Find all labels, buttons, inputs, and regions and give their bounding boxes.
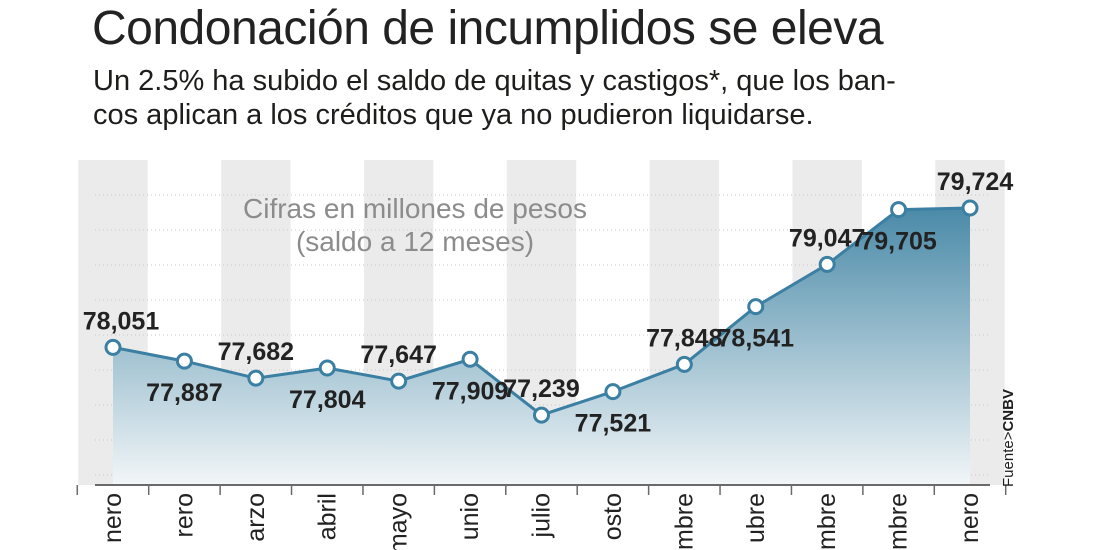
data-label: 79,705 — [860, 228, 937, 256]
source-note: Fuente>CNBV — [1000, 389, 1017, 487]
chart-subtitle: Un 2.5% ha subido el saldo de quitas y c… — [93, 64, 993, 132]
x-axis-labels: nero rero arzo abril mayo unio julio osto mbre ub… — [99, 493, 984, 550]
data-marker — [604, 383, 622, 401]
data-marker — [175, 352, 193, 370]
x-tick-label: mbre — [813, 493, 841, 550]
x-tick-label: arzo — [242, 493, 270, 542]
x-tick-label: mbre — [670, 493, 698, 550]
x-tick-label: osto — [599, 493, 627, 540]
source-prefix: Fuente> — [1000, 431, 1017, 487]
x-tick-label: unio — [456, 493, 484, 540]
data-label: 77,682 — [218, 338, 294, 366]
x-tick-label: abril — [313, 493, 341, 540]
x-tick-label: mbre — [885, 493, 913, 550]
data-marker — [104, 338, 122, 356]
data-marker — [390, 372, 408, 390]
data-label: 79,047 — [789, 224, 865, 252]
x-axis-ticks — [76, 485, 1007, 495]
data-marker — [318, 359, 336, 377]
x-tick-label: rero — [170, 493, 198, 537]
area-fill — [113, 208, 970, 485]
subtitle-line-1: Un 2.5% ha subido el saldo de quitas y c… — [93, 65, 896, 97]
x-tick-label: nero — [956, 493, 984, 543]
chart-title: Condonación de incumplidos se eleva — [92, 2, 884, 55]
annotation-line: (saldo a 12 meses) — [296, 226, 534, 257]
data-marker — [675, 355, 693, 373]
x-tick-label: nero — [99, 493, 127, 543]
data-marker — [890, 201, 908, 219]
subtitle-line-2: cos aplican a los créditos que ya no pud… — [93, 99, 814, 131]
data-label: 77,804 — [289, 386, 366, 414]
data-label: 77,647 — [360, 341, 436, 369]
data-labels: 78,051 77,887 77,682 77,804 77,647 77,90977,2… — [83, 168, 1014, 438]
x-tick-label: mayo — [385, 493, 413, 550]
data-marker — [461, 350, 479, 368]
data-marker — [247, 369, 265, 387]
data-label: 79,724 — [937, 168, 1014, 196]
data-marker — [961, 199, 979, 217]
data-label: 77,909 — [432, 377, 508, 405]
data-markers — [104, 199, 979, 424]
x-tick-label: julio — [528, 493, 556, 538]
data-label: 77,887 — [146, 379, 222, 407]
data-marker — [818, 255, 836, 273]
source-name: CNBV — [1000, 389, 1017, 432]
data-marker — [747, 298, 765, 316]
units-annotation: Cifras en millones de pesos(saldo a 12 m… — [243, 193, 587, 257]
data-label: 77,521 — [575, 410, 652, 438]
data-label: 78,051 — [83, 307, 160, 335]
annotation-line: Cifras en millones de pesos — [243, 193, 587, 224]
x-tick-label: ubre — [742, 493, 770, 543]
data-label: 78,541 — [718, 325, 795, 353]
data-marker — [533, 406, 550, 424]
data-label: 77,848 — [646, 324, 723, 352]
data-label: 77,239 — [503, 375, 579, 403]
